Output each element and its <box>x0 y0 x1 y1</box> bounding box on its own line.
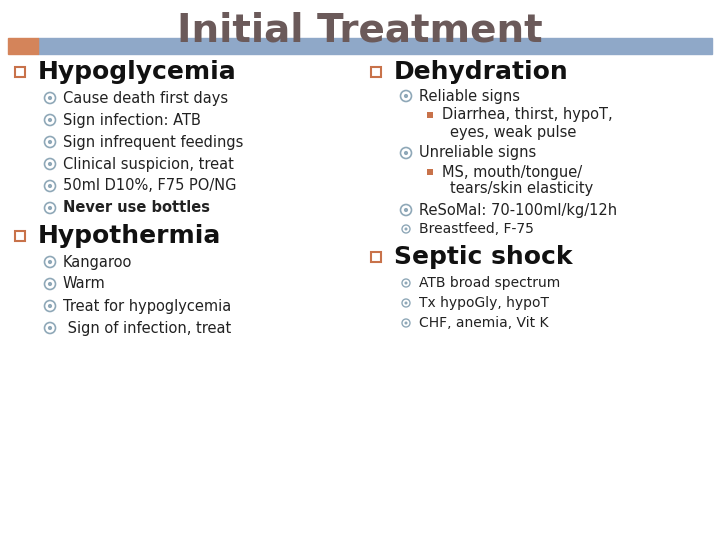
Text: Sign infection: ATB: Sign infection: ATB <box>63 112 201 127</box>
Circle shape <box>48 326 52 330</box>
Circle shape <box>48 206 52 210</box>
Text: CHF, anemia, Vit K: CHF, anemia, Vit K <box>419 316 549 330</box>
Text: Hypothermia: Hypothermia <box>38 224 221 248</box>
Text: Clinical suspicion, treat: Clinical suspicion, treat <box>63 157 234 172</box>
Circle shape <box>405 281 408 285</box>
Circle shape <box>405 301 408 305</box>
Circle shape <box>404 94 408 98</box>
Text: MS, mouth/tongue/: MS, mouth/tongue/ <box>442 165 582 179</box>
Bar <box>427 169 433 175</box>
Bar <box>15 67 25 77</box>
Text: Sign of infection, treat: Sign of infection, treat <box>63 321 231 335</box>
Circle shape <box>48 162 52 166</box>
Text: 50ml D10%, F75 PO/NG: 50ml D10%, F75 PO/NG <box>63 179 236 193</box>
Text: Dehydration: Dehydration <box>394 60 569 84</box>
Bar <box>8 38 38 54</box>
Text: ATB broad spectrum: ATB broad spectrum <box>419 276 560 290</box>
Text: Reliable signs: Reliable signs <box>419 89 520 104</box>
Text: eyes, weak pulse: eyes, weak pulse <box>450 125 577 139</box>
Circle shape <box>48 304 52 308</box>
Circle shape <box>48 96 52 100</box>
Text: Breastfeed, F-75: Breastfeed, F-75 <box>419 222 534 236</box>
Bar <box>15 231 25 241</box>
Text: Unreliable signs: Unreliable signs <box>419 145 536 160</box>
Circle shape <box>48 260 52 264</box>
Text: Sign infrequent feedings: Sign infrequent feedings <box>63 134 243 150</box>
Text: Treat for hypoglycemia: Treat for hypoglycemia <box>63 299 231 314</box>
Circle shape <box>48 118 52 122</box>
Text: Diarrhea, thirst, hypoT,: Diarrhea, thirst, hypoT, <box>442 107 613 123</box>
Text: tears/skin elasticity: tears/skin elasticity <box>450 181 593 197</box>
Circle shape <box>405 321 408 325</box>
Bar <box>371 67 381 77</box>
Text: Tx hypoGly, hypoT: Tx hypoGly, hypoT <box>419 296 549 310</box>
Circle shape <box>404 208 408 212</box>
Text: Never use bottles: Never use bottles <box>63 200 210 215</box>
Circle shape <box>48 282 52 286</box>
Circle shape <box>404 151 408 155</box>
Text: Cause death first days: Cause death first days <box>63 91 228 105</box>
Circle shape <box>48 184 52 188</box>
Text: Septic shock: Septic shock <box>394 245 572 269</box>
Text: Initial Treatment: Initial Treatment <box>177 11 543 49</box>
Bar <box>38 38 712 54</box>
Circle shape <box>48 140 52 144</box>
Text: ReSoMal: 70-100ml/kg/12h: ReSoMal: 70-100ml/kg/12h <box>419 202 617 218</box>
Text: Hypoglycemia: Hypoglycemia <box>38 60 237 84</box>
Text: Warm: Warm <box>63 276 106 292</box>
Bar <box>371 252 381 262</box>
Circle shape <box>405 227 408 231</box>
Bar <box>427 112 433 118</box>
Text: Kangaroo: Kangaroo <box>63 254 132 269</box>
